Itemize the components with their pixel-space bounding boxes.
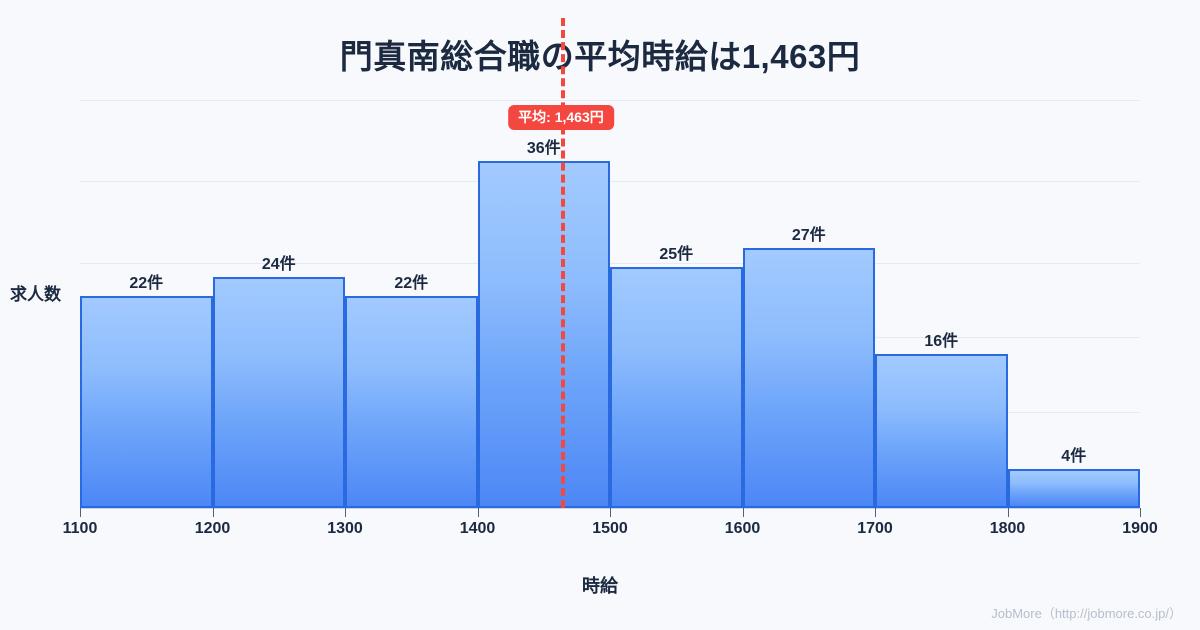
bar[interactable] [742, 247, 875, 508]
bar[interactable] [80, 295, 213, 508]
x-axis-tick [212, 508, 214, 517]
x-axis-tick-label: 1300 [327, 520, 363, 537]
bar-value-label: 36件 [526, 139, 561, 157]
plot-area: 22件 24件 22件 36件 25件 27件 16件 4件 [80, 100, 1140, 508]
bar-value-label: 22件 [394, 274, 429, 292]
bar[interactable] [1007, 469, 1140, 508]
x-axis-tick [875, 508, 876, 517]
watermark: JobMore（http://jobmore.co.jp/） [991, 606, 1182, 621]
bar[interactable] [875, 353, 1008, 508]
chart-title: 門真南総合職の平均時給は1,463円 [339, 38, 861, 75]
x-axis-tick-label: 1200 [194, 520, 231, 537]
x-axis-tick [80, 508, 81, 517]
bar-value-label: 27件 [791, 226, 826, 244]
average-badge: 平均: 1,463円 [508, 105, 614, 131]
x-axis-tick [742, 508, 744, 517]
bar-value-label: 16件 [924, 332, 959, 350]
x-axis-tick [1140, 508, 1141, 517]
x-axis-tick-label: 1900 [1122, 520, 1158, 537]
x-axis-tick [477, 508, 479, 517]
bar-value-label: 25件 [659, 245, 694, 263]
x-axis-tick-label: 1800 [989, 520, 1026, 537]
bar[interactable] [610, 266, 743, 508]
bar[interactable] [212, 276, 345, 508]
bar-value-label: 24件 [261, 255, 296, 273]
x-axis-tick-label: 1100 [62, 520, 98, 537]
bars-layer: 22件 24件 22件 36件 25件 27件 16件 4件 [80, 100, 1140, 508]
bar[interactable] [477, 160, 610, 508]
bar-value-label: 4件 [1061, 448, 1087, 466]
x-axis-tick-label: 1500 [592, 520, 628, 537]
x-axis-tick [610, 508, 611, 517]
bar-value-label: 22件 [129, 274, 164, 292]
bar[interactable] [345, 295, 478, 508]
x-axis-tick [1007, 508, 1009, 517]
x-axis-tick-label: 1400 [459, 520, 496, 537]
x-axis-title: 時給 [582, 576, 618, 596]
y-axis-title: 求人数 [10, 285, 61, 304]
x-axis-tick [345, 508, 346, 517]
x-axis-tick-label: 1700 [857, 520, 893, 537]
x-axis-tick-label: 1600 [724, 520, 761, 537]
